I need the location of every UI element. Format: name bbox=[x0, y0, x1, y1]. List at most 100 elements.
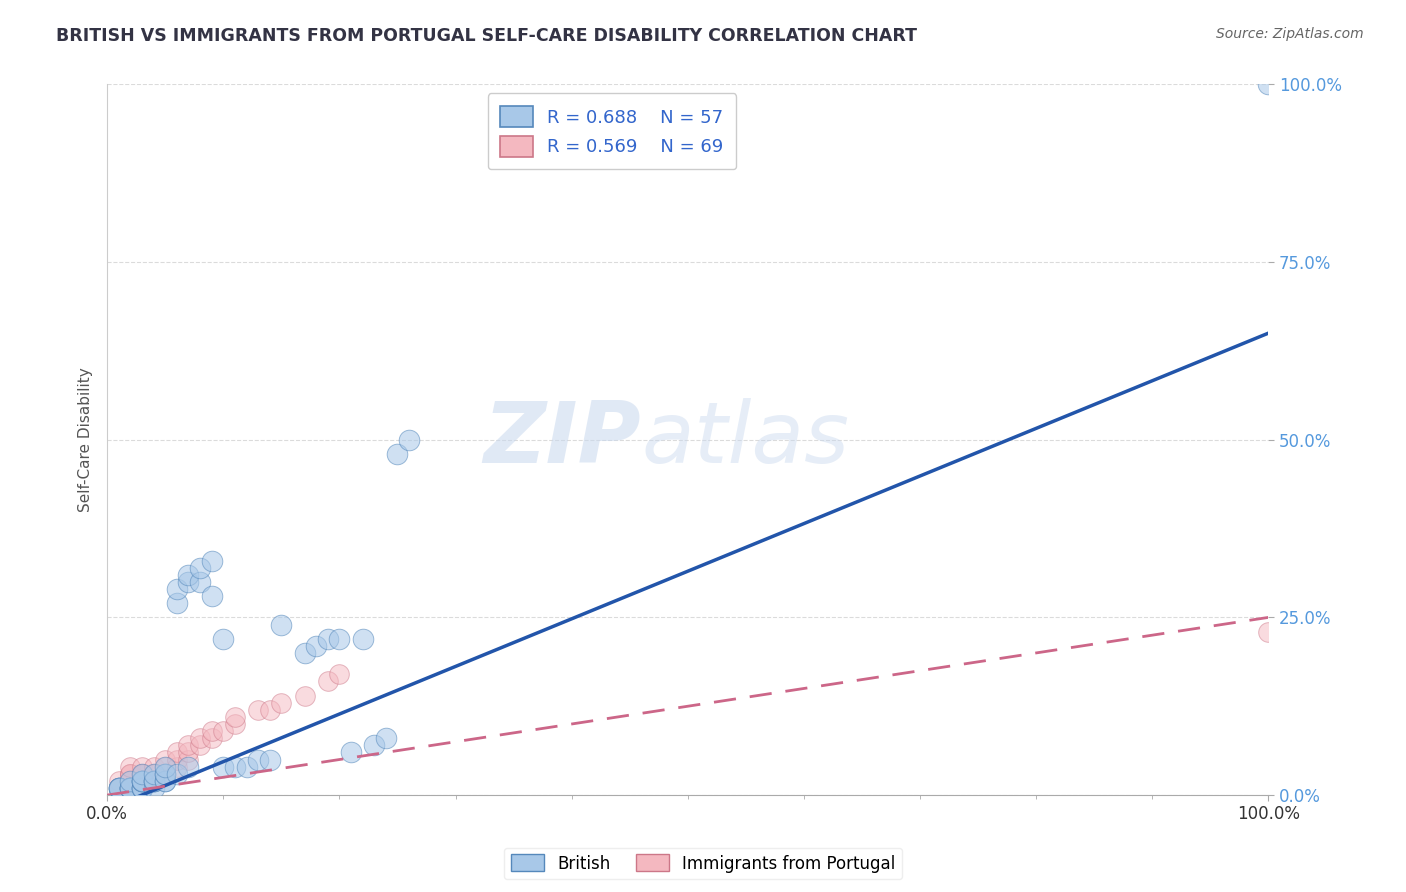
Point bbox=[107, 780, 129, 795]
Point bbox=[120, 773, 142, 788]
Point bbox=[212, 632, 235, 646]
Point bbox=[188, 560, 211, 574]
Point bbox=[177, 567, 200, 582]
Point bbox=[1257, 624, 1279, 639]
Point bbox=[166, 746, 188, 760]
Point bbox=[107, 780, 129, 795]
Point bbox=[131, 773, 153, 788]
Point bbox=[352, 632, 374, 646]
Point bbox=[188, 731, 211, 746]
Point bbox=[107, 780, 129, 795]
Point bbox=[224, 710, 246, 724]
Point bbox=[387, 447, 409, 461]
Point bbox=[107, 780, 129, 795]
Text: Source: ZipAtlas.com: Source: ZipAtlas.com bbox=[1216, 27, 1364, 41]
Point bbox=[107, 780, 129, 795]
Point bbox=[131, 780, 153, 795]
Point bbox=[247, 752, 270, 766]
Point bbox=[120, 773, 142, 788]
Point bbox=[131, 766, 153, 780]
Point bbox=[131, 773, 153, 788]
Point bbox=[166, 759, 188, 773]
Point bbox=[107, 773, 129, 788]
Point bbox=[131, 773, 153, 788]
Point bbox=[120, 780, 142, 795]
Point bbox=[131, 766, 153, 780]
Point bbox=[107, 780, 129, 795]
Point bbox=[107, 780, 129, 795]
Point bbox=[142, 759, 165, 773]
Point bbox=[166, 596, 188, 610]
Point bbox=[120, 780, 142, 795]
Point bbox=[259, 752, 281, 766]
Point bbox=[107, 780, 129, 795]
Point bbox=[235, 759, 257, 773]
Point bbox=[155, 752, 177, 766]
Point bbox=[177, 739, 200, 753]
Point bbox=[166, 752, 188, 766]
Point bbox=[107, 780, 129, 795]
Point bbox=[316, 632, 339, 646]
Point bbox=[166, 766, 188, 780]
Point bbox=[120, 780, 142, 795]
Point bbox=[224, 717, 246, 731]
Point bbox=[107, 780, 129, 795]
Point bbox=[120, 780, 142, 795]
Point bbox=[120, 766, 142, 780]
Point bbox=[131, 766, 153, 780]
Point bbox=[120, 773, 142, 788]
Point bbox=[142, 773, 165, 788]
Point bbox=[188, 574, 211, 589]
Point bbox=[142, 766, 165, 780]
Point bbox=[131, 780, 153, 795]
Point bbox=[166, 582, 188, 596]
Text: atlas: atlas bbox=[641, 398, 849, 482]
Point bbox=[107, 780, 129, 795]
Point bbox=[120, 773, 142, 788]
Point bbox=[142, 773, 165, 788]
Point bbox=[398, 433, 420, 447]
Point bbox=[131, 759, 153, 773]
Legend: R = 0.688    N = 57, R = 0.569    N = 69: R = 0.688 N = 57, R = 0.569 N = 69 bbox=[488, 94, 737, 169]
Point bbox=[328, 667, 350, 681]
Point bbox=[142, 766, 165, 780]
Point bbox=[259, 703, 281, 717]
Point bbox=[177, 574, 200, 589]
Point bbox=[363, 739, 385, 753]
Point bbox=[270, 617, 292, 632]
Point bbox=[142, 780, 165, 795]
Point bbox=[131, 773, 153, 788]
Point bbox=[107, 780, 129, 795]
Point bbox=[120, 773, 142, 788]
Point bbox=[107, 780, 129, 795]
Text: ZIP: ZIP bbox=[484, 398, 641, 482]
Point bbox=[120, 759, 142, 773]
Point bbox=[224, 759, 246, 773]
Point bbox=[155, 766, 177, 780]
Point bbox=[212, 759, 235, 773]
Point bbox=[305, 639, 328, 653]
Point bbox=[120, 780, 142, 795]
Point bbox=[142, 766, 165, 780]
Point bbox=[142, 773, 165, 788]
Point bbox=[1257, 78, 1279, 92]
Point bbox=[107, 780, 129, 795]
Point bbox=[294, 646, 316, 660]
Point bbox=[177, 752, 200, 766]
Point bbox=[131, 766, 153, 780]
Point bbox=[120, 766, 142, 780]
Point bbox=[131, 773, 153, 788]
Point bbox=[374, 731, 396, 746]
Point bbox=[294, 689, 316, 703]
Point bbox=[155, 759, 177, 773]
Point bbox=[155, 766, 177, 780]
Point bbox=[155, 759, 177, 773]
Point bbox=[177, 746, 200, 760]
Point bbox=[270, 696, 292, 710]
Point bbox=[120, 780, 142, 795]
Point bbox=[120, 780, 142, 795]
Point bbox=[120, 766, 142, 780]
Point bbox=[155, 773, 177, 788]
Point bbox=[340, 746, 363, 760]
Point bbox=[107, 780, 129, 795]
